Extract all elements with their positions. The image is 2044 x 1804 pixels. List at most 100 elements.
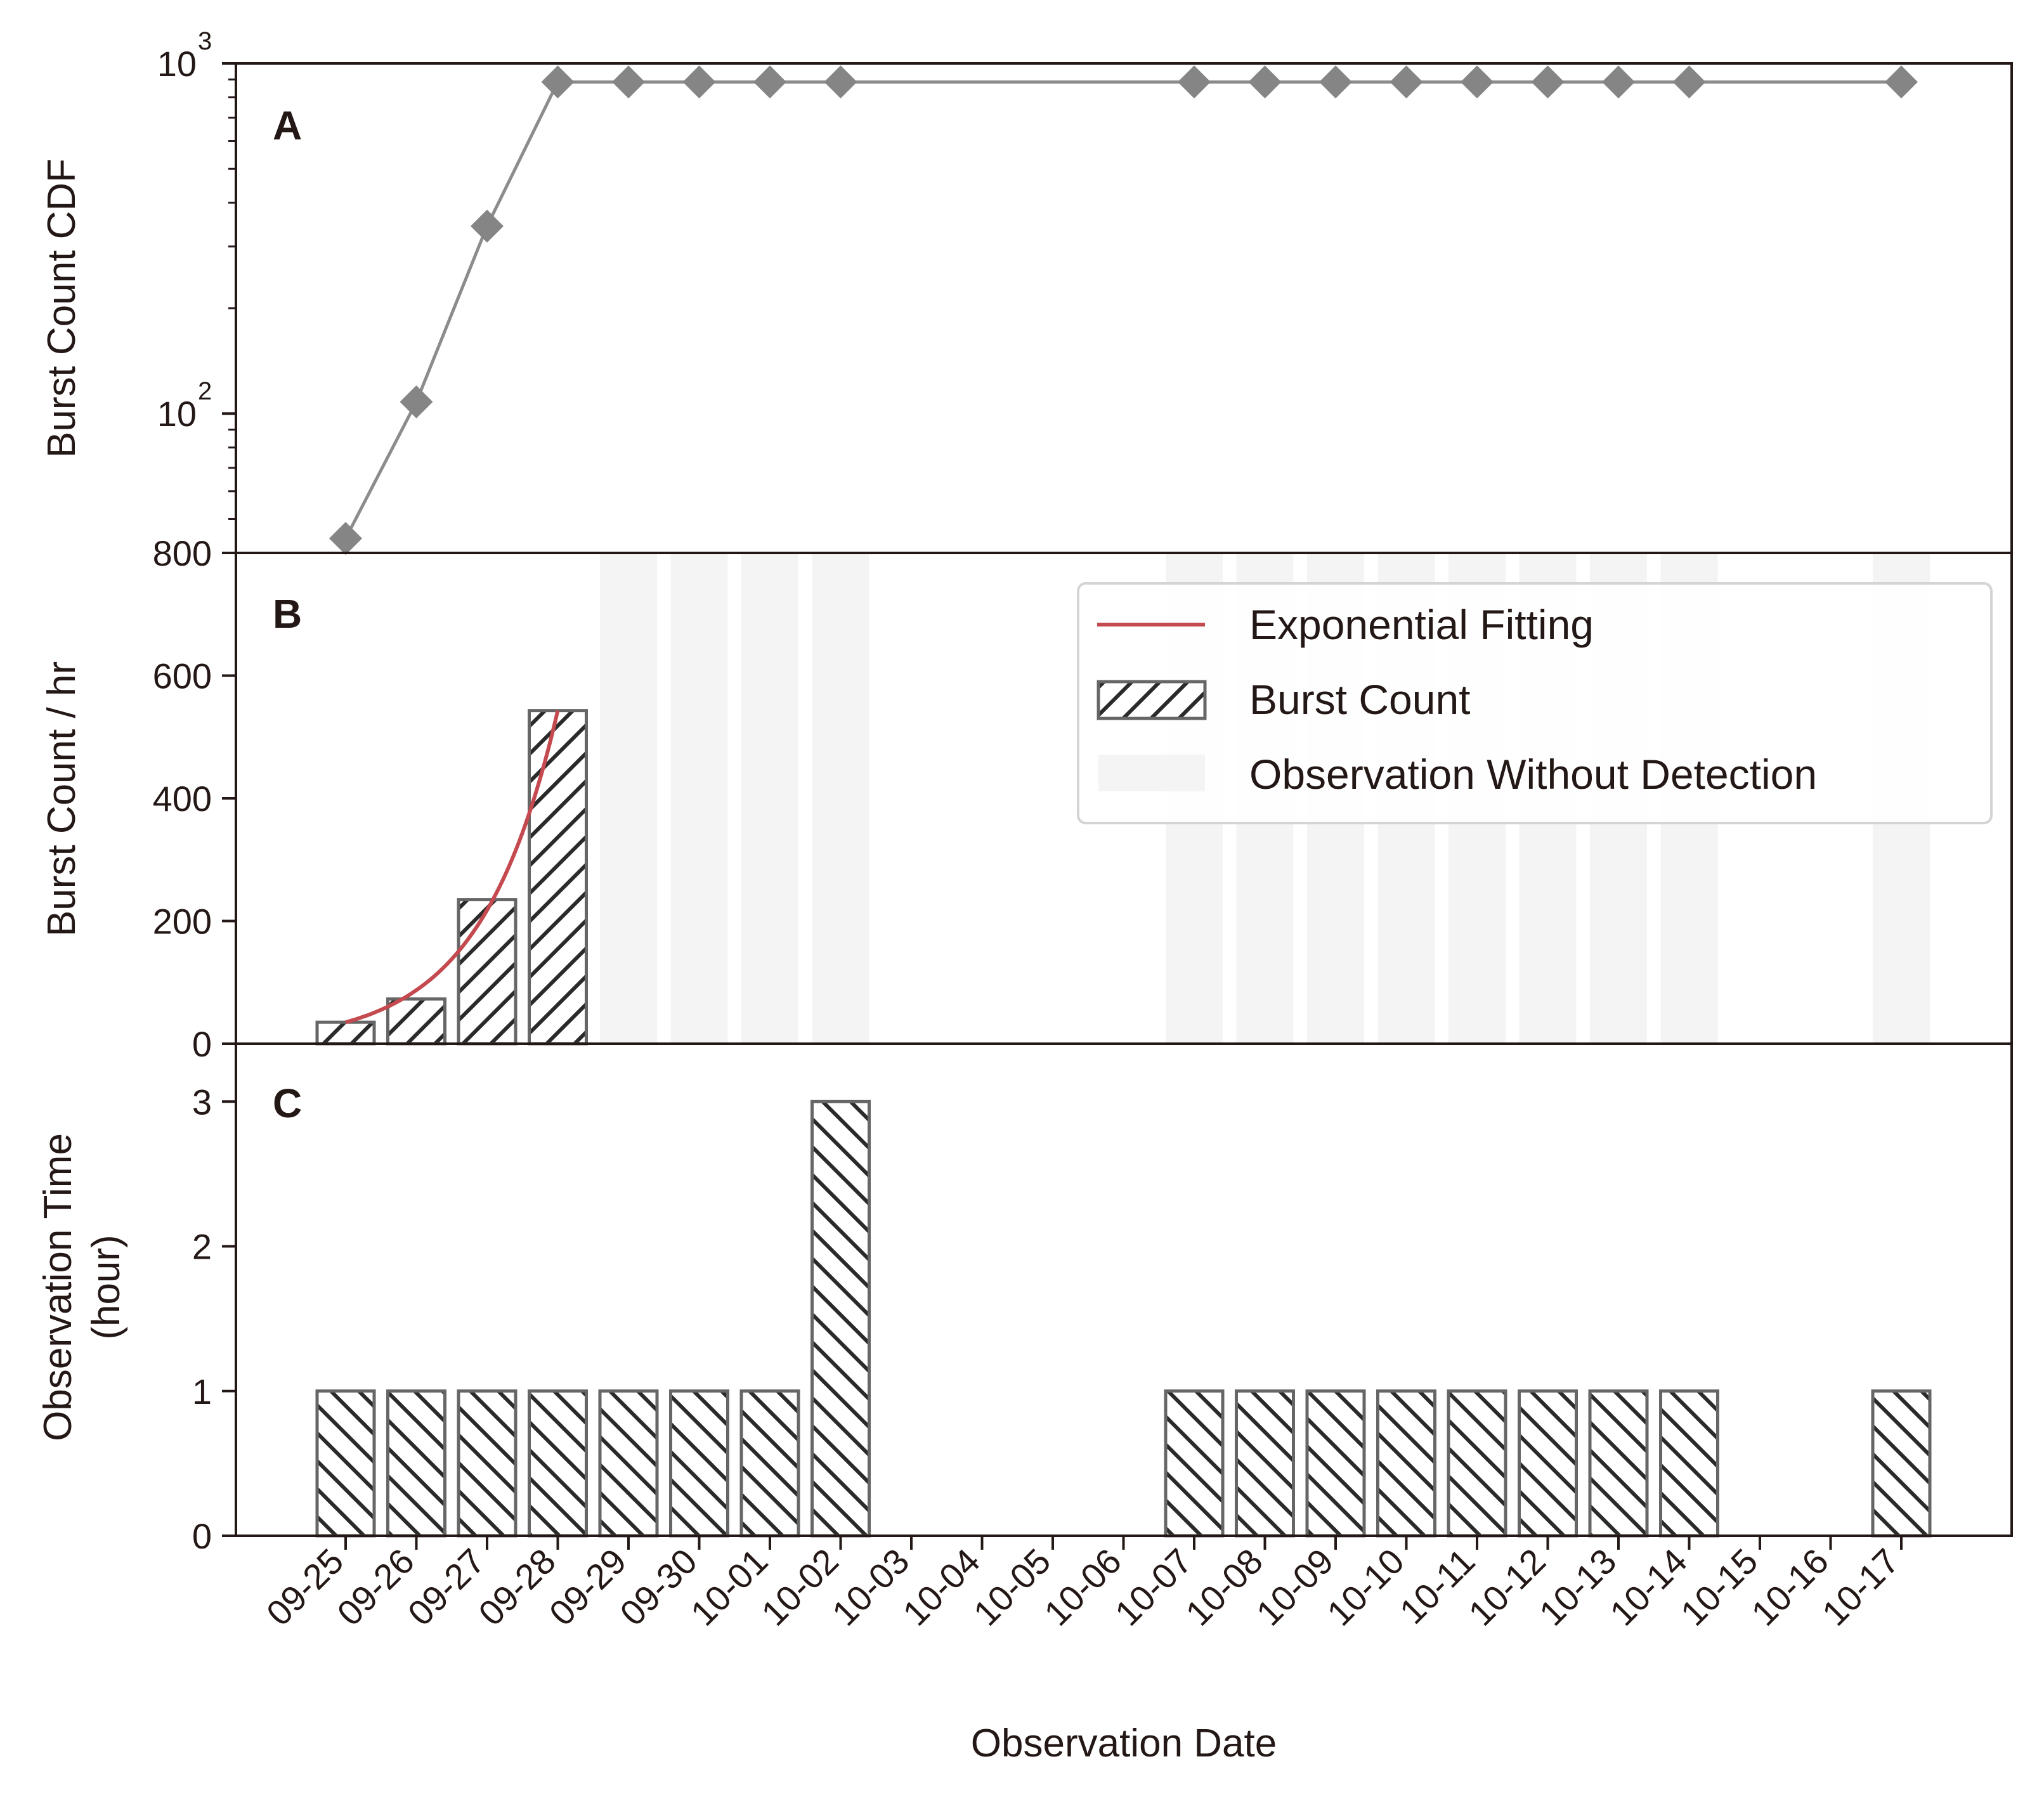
nodetect-band-09-30 (670, 553, 728, 1044)
x-tick-label-10-15: 10-15 (1673, 1541, 1766, 1633)
obs-time-bar-09-28 (528, 1389, 588, 1538)
cdf-point-09-28 (541, 65, 575, 99)
cdf-series-line (344, 80, 1901, 540)
cdf-point-10-07 (1178, 65, 1211, 99)
cdf-point-10-01 (753, 65, 786, 99)
x-tick-label-10-01: 10-01 (683, 1541, 776, 1633)
x-tick-label-10-16: 10-16 (1743, 1541, 1836, 1633)
legend-fit-label: Exponential Fitting (1249, 601, 1594, 648)
panel-c-ylabel-line2: (hour) (84, 1235, 128, 1339)
x-tick-label-10-10: 10-10 (1319, 1541, 1412, 1633)
cdf-point-09-26 (400, 385, 433, 419)
panel-b: 0 200 400 600 800 B Burst Count / hr Exponen… (40, 533, 2013, 1064)
x-tick-label-09-26: 09-26 (329, 1541, 422, 1633)
panel-c-tick-label-3: 3 (192, 1082, 212, 1122)
x-tick-label-10-09: 10-09 (1249, 1541, 1341, 1633)
obs-time-bar-09-30 (669, 1389, 729, 1538)
cdf-point-10-09 (1319, 65, 1352, 99)
cdf-point-09-27 (471, 209, 504, 243)
x-tick-label-10-08: 10-08 (1178, 1541, 1270, 1633)
x-tick-label-10-05: 10-05 (966, 1541, 1058, 1633)
nodetect-band-10-02 (812, 553, 869, 1044)
panel-a-tick-label-0: 102 (157, 377, 212, 434)
x-tick-label-10-17: 10-17 (1814, 1541, 1907, 1633)
panel-b-tick-label-800: 800 (153, 533, 212, 573)
x-tick-label-10-06: 10-06 (1036, 1541, 1129, 1633)
cdf-point-09-30 (682, 65, 716, 99)
burst-bar-09-25 (315, 1020, 376, 1046)
x-axis-label: Observation Date (971, 1722, 1277, 1765)
x-tick-label-09-28: 09-28 (471, 1541, 563, 1633)
exponential-fit-line (345, 710, 560, 1024)
x-tick-label-10-07: 10-07 (1107, 1541, 1200, 1633)
obs-time-bar-10-14 (1659, 1389, 1719, 1538)
x-tick-label-10-02: 10-02 (753, 1541, 846, 1633)
cdf-point-10-11 (1461, 65, 1494, 99)
obs-time-bar-10-01 (739, 1389, 800, 1538)
panel-a-label: A (273, 103, 302, 148)
panel-b-tick-label-600: 600 (153, 656, 212, 696)
legend-box (1077, 582, 1993, 824)
obs-time-bar-09-27 (457, 1389, 518, 1538)
legend: Exponential Fitting Burst Count Observat… (1077, 582, 1993, 824)
legend-burst-swatch (1097, 680, 1207, 720)
x-tick-label-09-27: 09-27 (400, 1541, 493, 1633)
panel-b-tick-label-400: 400 (153, 779, 212, 819)
panel-c-tick-label-0: 0 (192, 1516, 212, 1556)
obs-time-bar-09-29 (598, 1389, 659, 1538)
obs-time-bar-10-07 (1164, 1389, 1225, 1538)
nodetect-band-09-29 (600, 553, 657, 1044)
x-tick-label-10-03: 10-03 (824, 1541, 917, 1633)
legend-nodetect-label: Observation Without Detection (1249, 751, 1817, 798)
panel-c-tick-label-2: 2 (192, 1227, 212, 1267)
obs-time-bar-10-08 (1235, 1389, 1295, 1538)
x-tick-label-10-11: 10-11 (1392, 1541, 1483, 1632)
panel-b-tick-label-0: 0 (192, 1024, 212, 1064)
x-tick-label-10-04: 10-04 (895, 1541, 987, 1633)
obs-time-bar-10-02 (810, 1100, 871, 1538)
x-tick-label-09-30: 09-30 (612, 1541, 705, 1633)
panel-a-tick-exponent: 2 (198, 377, 212, 405)
obs-time-bar-10-13 (1588, 1389, 1649, 1538)
x-tick-label-09-25: 09-25 (259, 1541, 351, 1633)
burst-bar-09-26 (386, 997, 446, 1046)
panel-b-label: B (273, 591, 302, 637)
x-tick-label-09-29: 09-29 (542, 1541, 634, 1633)
obs-time-bar-09-25 (315, 1389, 376, 1538)
x-tick-label-10-12: 10-12 (1461, 1541, 1553, 1633)
panel-c-label: C (273, 1080, 302, 1126)
cdf-point-10-13 (1602, 65, 1635, 99)
x-axis: 09-2509-2609-2709-2809-2909-3010-0110-02… (259, 1536, 1907, 1765)
panel-a-tick-label-1: 103 (157, 27, 212, 84)
nodetect-band-10-01 (741, 553, 798, 1044)
panel-a: 102 103 A Burst Count CDF (40, 27, 2013, 555)
panel-a-frame (235, 62, 2013, 554)
cdf-point-10-14 (1672, 65, 1706, 99)
obs-time-bar-09-26 (386, 1389, 446, 1538)
obs-time-bar-10-17 (1871, 1389, 1932, 1538)
burst-bar-09-27 (457, 898, 518, 1046)
panel-c-ylabel-line1: Observation Time (36, 1133, 80, 1441)
cdf-point-09-25 (329, 522, 362, 555)
obs-time-bar-10-12 (1518, 1389, 1578, 1538)
panel-c-tick-label-1: 1 (192, 1372, 212, 1411)
cdf-point-10-08 (1248, 65, 1282, 99)
legend-burst-label: Burst Count (1249, 676, 1471, 723)
obs-time-bar-10-10 (1376, 1389, 1436, 1538)
obs-time-bar-10-09 (1305, 1389, 1366, 1538)
x-tick-label-10-14: 10-14 (1602, 1541, 1695, 1633)
panel-a-ylabel: Burst Count CDF (40, 159, 84, 458)
panel-c: 0 1 2 3 C Observation Time (hour) (36, 1042, 2013, 1556)
x-tick-label-10-13: 10-13 (1532, 1541, 1624, 1633)
cdf-point-10-02 (824, 65, 857, 99)
panel-b-ylabel: Burst Count / hr (40, 661, 84, 937)
obs-time-bar-10-11 (1447, 1389, 1507, 1538)
cdf-point-10-10 (1390, 65, 1423, 99)
cdf-point-10-17 (1885, 65, 1918, 99)
panel-b-tick-label-200: 200 (153, 902, 212, 942)
panel-a-tick-exponent: 3 (198, 27, 212, 55)
legend-nodetect-swatch (1098, 755, 1205, 791)
cdf-point-10-12 (1531, 65, 1565, 99)
burst-bar-09-28 (528, 709, 588, 1046)
